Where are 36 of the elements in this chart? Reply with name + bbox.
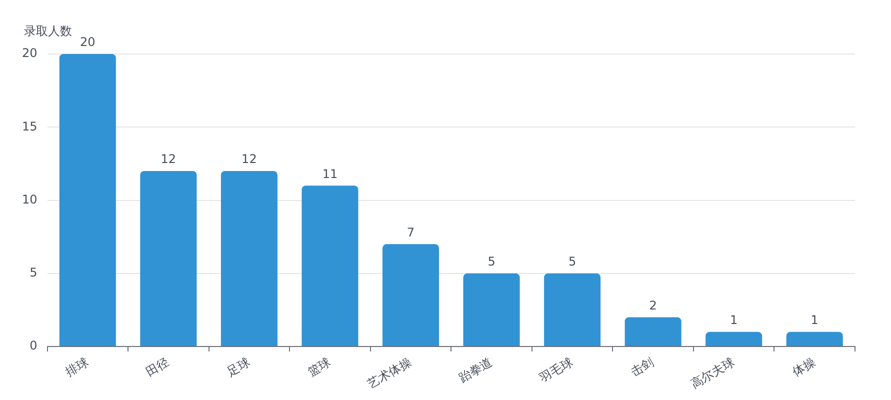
data-label: 11 [322, 166, 338, 181]
bar [463, 273, 520, 346]
data-label: 1 [810, 313, 818, 328]
bar [544, 273, 601, 346]
y-tick-label: 5 [30, 266, 38, 280]
bar [786, 332, 843, 346]
x-tick-label: 羽毛球 [536, 354, 576, 386]
x-tick-label: 体操 [790, 354, 818, 380]
bar [302, 186, 358, 346]
x-tick-label: 篮球 [305, 354, 334, 380]
data-label: 1 [730, 313, 738, 328]
bar [220, 171, 278, 346]
y-tick-label: 0 [30, 338, 38, 353]
data-label: 12 [242, 152, 257, 166]
bar [59, 54, 116, 346]
bar [624, 317, 682, 346]
bar [706, 332, 762, 346]
y-tick-label: 10 [22, 192, 38, 206]
data-label: 5 [488, 254, 496, 269]
y-axis-title: 录取人数 [24, 24, 72, 38]
x-tick-label: 跆拳道 [456, 354, 495, 386]
y-tick-label: 15 [22, 119, 38, 134]
data-label: 20 [80, 35, 96, 50]
x-tick-label: 排球 [62, 354, 91, 380]
bar [140, 171, 197, 346]
data-label: 5 [568, 254, 576, 269]
bar [382, 244, 440, 346]
data-label: 2 [649, 298, 657, 312]
x-tick-label: 田径 [144, 354, 172, 380]
data-label: 7 [406, 225, 415, 240]
x-tick-label: 艺术体操 [365, 354, 414, 392]
y-tick-label: 20 [22, 46, 38, 60]
x-tick-label: 高尔夫球 [688, 354, 737, 392]
data-label: 12 [160, 152, 176, 166]
x-tick-label: 击剑 [628, 354, 656, 380]
x-tick-label: 足球 [224, 354, 252, 380]
